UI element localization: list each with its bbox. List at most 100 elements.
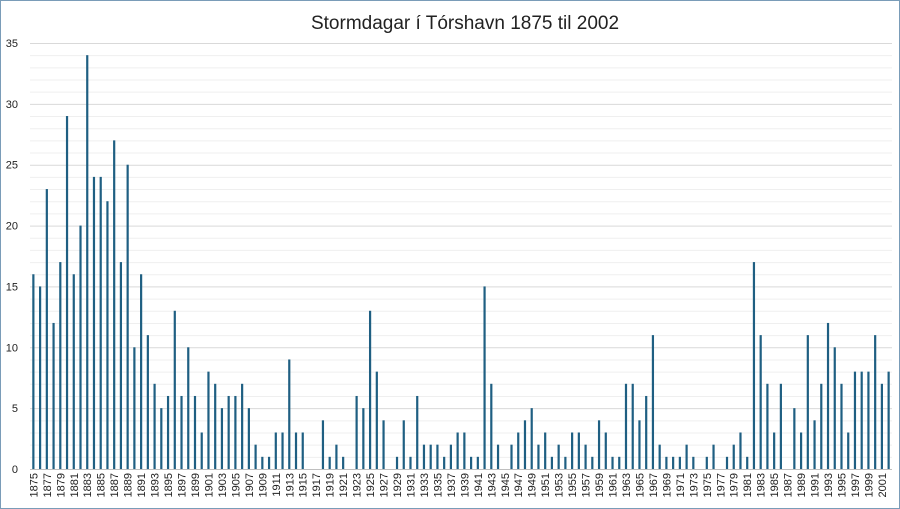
- bar-1923: [355, 395, 358, 469]
- x-tick-label: 1907: [244, 473, 256, 497]
- x-tick-label: 1905: [230, 473, 242, 497]
- bar-1973: [692, 456, 695, 469]
- bar-1904: [227, 395, 230, 469]
- bar-1912: [281, 432, 284, 469]
- bar-1910: [267, 456, 271, 469]
- bar-1963: [624, 383, 628, 469]
- x-tick-label: 1883: [82, 473, 94, 497]
- x-tick-label: 1877: [42, 473, 54, 497]
- x-tick-label: 1969: [661, 473, 673, 497]
- bar-1881: [72, 274, 75, 469]
- x-tick-label: 1959: [594, 473, 606, 497]
- bar-1897: [180, 395, 183, 469]
- bar-1968: [658, 444, 661, 469]
- bar-1940: [470, 456, 473, 469]
- chart-title: Stormdagar í Tórshavn 1875 til 2002: [311, 13, 619, 34]
- bar-1913: [288, 359, 291, 469]
- bar-1875: [32, 274, 35, 469]
- x-tick-label: 1943: [486, 473, 498, 497]
- x-tick-label: 1921: [338, 473, 350, 497]
- bar-1947: [517, 432, 520, 469]
- bar-1971: [678, 456, 681, 469]
- x-tick-label: 1933: [419, 473, 431, 497]
- bar-1961: [611, 456, 614, 469]
- x-tick-label: 1999: [863, 473, 875, 497]
- bar-1882: [79, 225, 82, 469]
- bar-1980: [739, 432, 742, 469]
- bar-1944: [496, 444, 500, 469]
- bar-1965: [638, 420, 641, 469]
- bar-1877: [45, 189, 48, 470]
- x-tick-label: 1911: [271, 473, 283, 497]
- bar-1988: [793, 408, 796, 469]
- bar-1992: [820, 383, 823, 469]
- bar-1995: [840, 383, 843, 469]
- x-tick-label: 1929: [392, 473, 404, 497]
- bar-1888: [119, 262, 123, 469]
- y-tick-label: 5: [12, 403, 18, 415]
- bar-1962: [618, 456, 621, 469]
- x-axis-ticks: 1875 1877 1879 1881 1883 1885 1887 1889 1891 1893…: [28, 473, 889, 497]
- bar-1906: [241, 383, 244, 469]
- bar-1937: [449, 444, 452, 469]
- bar-1982: [752, 262, 756, 469]
- bar-1952: [550, 456, 554, 469]
- bar-1960: [604, 432, 607, 469]
- bar-1900: [200, 432, 203, 469]
- y-tick-label: 15: [6, 281, 18, 293]
- bar-1920: [335, 444, 338, 469]
- bar-1890: [133, 347, 136, 469]
- bar-1876: [39, 286, 42, 469]
- bar-1911: [274, 432, 277, 469]
- x-tick-label: 1939: [459, 473, 471, 497]
- x-tick-label: 1917: [311, 473, 323, 497]
- bar-1969: [665, 456, 668, 469]
- bar-1914: [294, 432, 298, 469]
- bar-1898: [187, 347, 190, 469]
- x-tick-label: 1945: [500, 473, 512, 497]
- bar-1984: [766, 383, 769, 469]
- bar-1958: [591, 456, 594, 469]
- x-tick-label: 1941: [473, 473, 485, 497]
- bar-1957: [584, 444, 587, 469]
- x-tick-label: 1973: [688, 473, 700, 497]
- bar-1896: [173, 310, 176, 469]
- bar-1972: [685, 444, 688, 469]
- x-tick-label: 1953: [554, 473, 566, 497]
- bar-1946: [510, 444, 513, 469]
- x-tick-label: 1925: [365, 473, 377, 497]
- bar-1953: [557, 444, 560, 469]
- bar-1908: [254, 444, 257, 469]
- x-tick-label: 1887: [109, 473, 121, 497]
- x-tick-label: 1899: [190, 473, 202, 497]
- y-tick-label: 25: [6, 160, 18, 172]
- x-tick-label: 1879: [55, 473, 67, 497]
- x-tick-label: 1901: [203, 473, 215, 497]
- bar-1931: [409, 456, 412, 469]
- x-tick-label: 1895: [163, 473, 175, 497]
- bar-1902: [214, 383, 217, 469]
- bar-1939: [463, 432, 466, 469]
- bar-1899: [193, 395, 197, 469]
- bar-1893: [153, 383, 156, 469]
- bar-1938: [456, 432, 459, 469]
- x-tick-label: 1983: [756, 473, 768, 497]
- bar-1887: [113, 140, 116, 469]
- x-tick-label: 1913: [284, 473, 296, 497]
- bar-1909: [261, 456, 264, 469]
- x-tick-label: 1957: [581, 473, 593, 497]
- bar-2001: [880, 383, 883, 469]
- bar-1942: [483, 286, 486, 469]
- x-tick-label: 1935: [432, 473, 444, 497]
- bar-1935: [436, 444, 439, 469]
- bar-1936: [443, 456, 446, 469]
- bar-1924: [362, 408, 365, 469]
- bar-1883: [86, 55, 89, 470]
- bar-1949: [530, 408, 533, 469]
- bar-1929: [395, 456, 399, 469]
- bar-1993: [826, 322, 830, 469]
- bar-1879: [59, 262, 62, 469]
- x-tick-label: 1961: [608, 473, 620, 497]
- y-axis-ticks: 0 5 10 15 20 25 30 35: [6, 38, 18, 476]
